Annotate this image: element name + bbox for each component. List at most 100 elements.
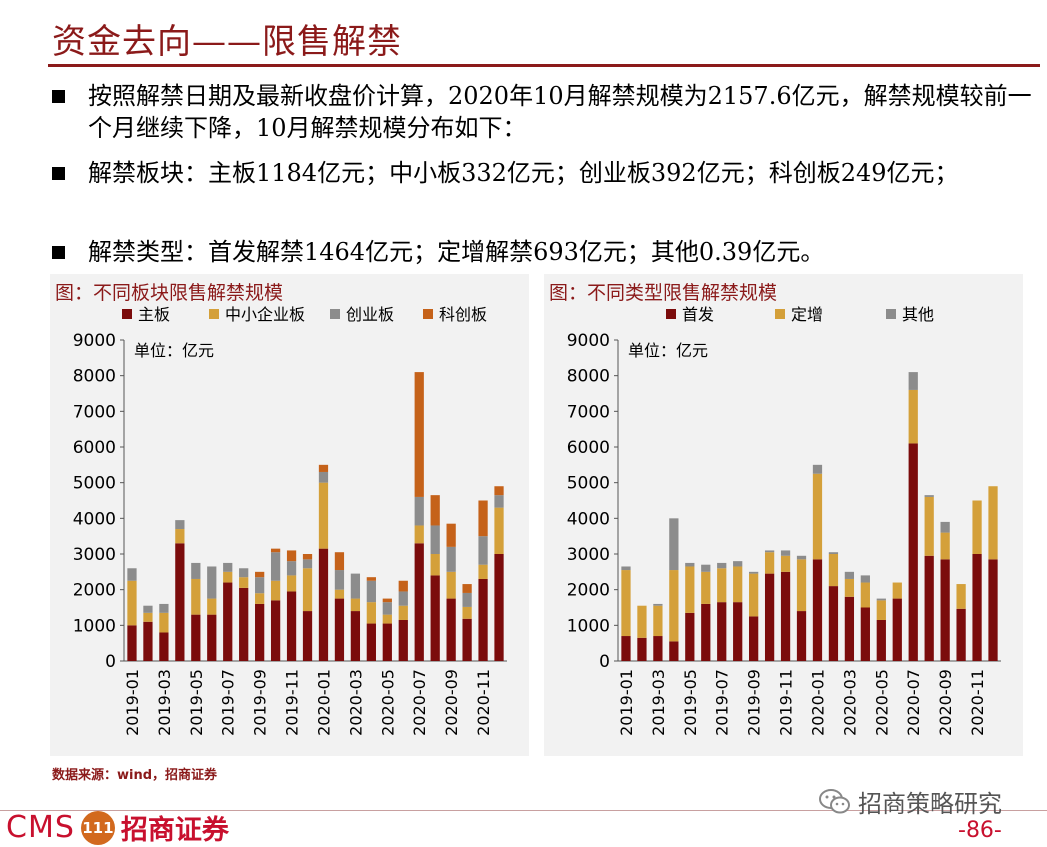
y-tick-label: 2000 [73, 581, 116, 601]
x-tick-label: 2020-11 [968, 669, 987, 736]
bar-segment [287, 561, 296, 575]
legend-label: 定增 [791, 305, 823, 324]
y-tick-label: 2000 [567, 581, 610, 601]
bar-segment [175, 520, 184, 529]
bar-segment [175, 543, 184, 661]
bar-segment [462, 593, 471, 607]
bar-segment [207, 615, 216, 661]
bar-segment [431, 575, 440, 661]
bar-segment [988, 486, 997, 559]
legend-label: 其他 [902, 305, 934, 324]
y-tick-label: 7000 [73, 402, 116, 422]
bar-segment [813, 559, 822, 661]
bar-segment [765, 574, 774, 661]
bar-segment [383, 624, 392, 661]
bar-segment [319, 472, 328, 483]
legend-swatch [666, 309, 676, 319]
bar-segment [829, 552, 838, 554]
x-tick-label: 2020-03 [346, 669, 365, 736]
bar-segment [956, 584, 965, 609]
x-tick-label: 2019-01 [123, 669, 142, 736]
bullet-text: 按照解禁日期及最新收盘价计算，2020年10月解禁规模为2157.6亿元，解禁规… [88, 80, 1042, 144]
bar-segment [415, 525, 424, 543]
bar-segment [447, 524, 456, 547]
bar-segment [685, 613, 694, 661]
x-tick-label: 2020-05 [872, 669, 891, 736]
bar-segment [717, 563, 726, 568]
data-source: 数据来源：wind，招商证券 [52, 764, 217, 783]
bar-segment [733, 566, 742, 602]
bar-segment [191, 563, 200, 579]
y-tick-label: 4000 [73, 509, 116, 529]
bar-segment [399, 620, 408, 661]
bar-segment [478, 579, 487, 661]
bar-segment [845, 572, 854, 579]
bar-segment [462, 607, 471, 619]
x-tick-label: 2019-09 [745, 669, 764, 736]
y-tick-label: 1000 [567, 616, 610, 636]
x-tick-label: 2019-01 [617, 669, 636, 736]
y-tick-label: 4000 [567, 509, 610, 529]
bar-segment [494, 508, 503, 554]
x-tick-label: 2019-11 [777, 669, 796, 736]
y-tick-label: 3000 [73, 545, 116, 565]
bar-segment [239, 577, 248, 588]
bar-segment [941, 533, 950, 560]
title-divider [48, 64, 1040, 67]
bar-segment [653, 636, 662, 661]
bar-segment [494, 486, 503, 495]
bar-segment [127, 568, 136, 580]
bar-segment [478, 536, 487, 565]
bar-segment [749, 572, 758, 574]
x-tick-label: 2019-05 [681, 669, 700, 736]
bar-segment [271, 549, 280, 553]
bar-segment [319, 465, 328, 472]
bar-segment [972, 501, 981, 555]
bar-segment [637, 638, 646, 661]
bar-segment [988, 559, 997, 661]
bar-segment [335, 599, 344, 661]
bar-segment [765, 550, 774, 552]
bar-segment [861, 583, 870, 608]
bar-segment [271, 552, 280, 581]
bar-segment [415, 497, 424, 526]
y-tick-label: 8000 [73, 367, 116, 387]
legend-label: 科创板 [439, 305, 487, 324]
bar-segment [431, 495, 440, 525]
bar-segment [494, 554, 503, 661]
bar-segment [431, 554, 440, 575]
bar-segment [367, 577, 376, 581]
bar-segment [701, 565, 710, 572]
unit-note: 单位：亿元 [134, 341, 214, 360]
bar-segment [207, 566, 216, 598]
bar-segment [399, 591, 408, 605]
bar-segment [367, 581, 376, 602]
bullet-text: 解禁板块：主板1184亿元；中小板332亿元；创业板392亿元；科创板249亿元… [88, 157, 1042, 189]
bar-segment [701, 572, 710, 604]
legend-label: 首发 [682, 305, 714, 324]
bar-segment [845, 597, 854, 661]
bar-segment [494, 495, 503, 507]
bar-segment [303, 568, 312, 611]
bar-segment [685, 566, 694, 612]
x-tick-label: 2020-01 [314, 669, 333, 736]
bar-segment [127, 625, 136, 661]
bar-segment [191, 579, 200, 615]
bar-segment [621, 566, 630, 570]
y-tick-label: 6000 [73, 438, 116, 458]
bar-segment [239, 588, 248, 661]
bar-segment [287, 550, 296, 561]
x-tick-label: 2019-11 [283, 669, 302, 736]
bar-segment [877, 600, 886, 620]
bar-segment [765, 552, 774, 573]
legend-swatch [330, 309, 340, 319]
bar-segment [781, 556, 790, 572]
y-tick-label: 6000 [567, 438, 610, 458]
x-tick-label: 2020-07 [904, 669, 923, 736]
legend-label: 创业板 [346, 305, 394, 324]
square-bullet-icon [52, 167, 65, 180]
bar-segment [621, 636, 630, 661]
x-tick-label: 2020-05 [378, 669, 397, 736]
bar-segment [653, 606, 662, 636]
